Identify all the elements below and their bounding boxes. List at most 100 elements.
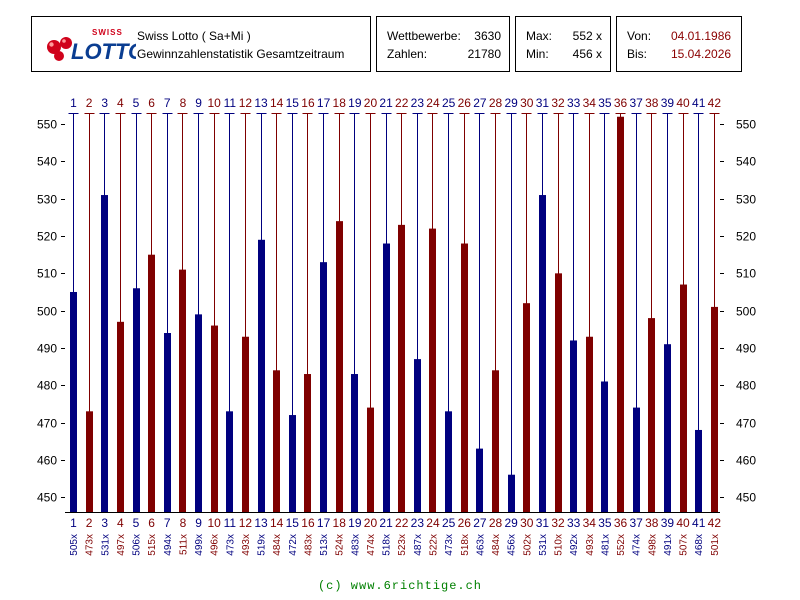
- y-tick-label-left: 540: [37, 155, 57, 169]
- bottom-number-label: 5: [133, 516, 140, 530]
- title-box: SWISS LOTTO Swiss Lotto ( Sa+Mi ) Gewinn…: [31, 16, 371, 72]
- top-number-label: 38: [645, 96, 659, 110]
- bottom-number-label: 27: [473, 516, 487, 530]
- chart-subtitle: Gewinnzahlenstatistik Gesamtzeitraum: [137, 47, 345, 61]
- bar-number-2: [86, 411, 93, 512]
- bottom-number-label: 23: [411, 516, 425, 530]
- count-label: 481x: [600, 534, 611, 556]
- bottom-number-label: 39: [661, 516, 675, 530]
- count-label: 487x: [413, 534, 424, 556]
- count-label: 513x: [319, 534, 330, 556]
- top-number-label: 6: [148, 96, 155, 110]
- y-tick-label-right: 450: [736, 491, 756, 505]
- from-value: 04.01.1986: [671, 29, 732, 43]
- bar-number-14: [273, 370, 280, 512]
- bottom-number-label: 33: [567, 516, 581, 530]
- bar-number-38: [648, 318, 655, 512]
- count-label: 501x: [710, 534, 721, 556]
- y-tick-label-right: 510: [736, 267, 756, 281]
- bar-number-21: [383, 243, 390, 512]
- top-number-label: 1: [70, 96, 77, 110]
- count-label: 484x: [272, 534, 283, 556]
- bottom-number-label: 29: [504, 516, 518, 530]
- count-label: 474x: [632, 534, 643, 556]
- top-number-label: 14: [270, 96, 284, 110]
- bar-number-40: [680, 284, 687, 512]
- max-label: Max:: [526, 29, 553, 43]
- bar-number-25: [445, 411, 452, 512]
- top-number-label: 42: [708, 96, 722, 110]
- bottom-number-label: 22: [395, 516, 409, 530]
- to-label: Bis:: [627, 47, 648, 61]
- bar-number-22: [398, 224, 405, 513]
- bottom-number-label: 1: [70, 516, 77, 530]
- top-number-label: 24: [426, 96, 440, 110]
- top-number-label: 4: [117, 96, 124, 110]
- max-value: 552 x: [572, 29, 602, 43]
- bar-number-9: [195, 314, 202, 512]
- bottom-number-label: 8: [180, 516, 187, 530]
- bar-number-11: [226, 411, 233, 512]
- y-tick-label-left: 500: [37, 305, 57, 319]
- count-label: 498x: [647, 534, 658, 556]
- top-number-label: 9: [195, 96, 202, 110]
- top-number-label: 16: [301, 96, 315, 110]
- count-label: 496x: [210, 534, 221, 556]
- count-label: 515x: [147, 534, 158, 556]
- bar-number-3: [101, 195, 108, 512]
- bar-number-42: [711, 306, 718, 512]
- bar-number-32: [555, 273, 562, 512]
- bar-number-13: [258, 239, 265, 513]
- count-label: 510x: [554, 534, 565, 556]
- bottom-number-label: 16: [301, 516, 315, 530]
- top-number-label: 22: [395, 96, 409, 110]
- y-tick-label-right: 530: [736, 193, 756, 207]
- competitions-label: Wettbewerbe:: [387, 29, 461, 43]
- bar-number-4: [117, 321, 124, 512]
- bar-number-8: [179, 269, 186, 512]
- y-tick-label-right: 490: [736, 342, 756, 356]
- bar-number-27: [476, 448, 483, 512]
- count-label: 474x: [366, 534, 377, 556]
- top-number-label: 19: [348, 96, 362, 110]
- bottom-number-label: 4: [117, 516, 124, 530]
- bar-number-26: [461, 243, 468, 512]
- top-number-label: 29: [504, 96, 518, 110]
- bottom-number-label: 17: [317, 516, 331, 530]
- bar-number-10: [211, 325, 218, 512]
- bar-number-31: [539, 195, 546, 512]
- top-number-label: 10: [207, 96, 221, 110]
- bottom-number-label: 12: [239, 516, 253, 530]
- top-number-label: 11: [224, 96, 237, 110]
- top-number-label: 3: [101, 96, 108, 110]
- y-tick-label-left: 530: [37, 193, 57, 207]
- bar-number-37: [633, 407, 640, 512]
- y-tick-label-right: 500: [736, 305, 756, 319]
- count-label: 497x: [116, 534, 127, 556]
- y-tick-label-left: 550: [37, 118, 57, 132]
- top-number-label: 28: [489, 96, 503, 110]
- count-label: 507x: [679, 534, 690, 556]
- top-number-label: 37: [630, 96, 644, 110]
- competitions-value: 3630: [474, 29, 501, 43]
- top-number-label: 34: [583, 96, 597, 110]
- bottom-number-label: 25: [442, 516, 456, 530]
- y-tick-label-left: 480: [37, 379, 57, 393]
- bar-number-39: [664, 344, 671, 512]
- top-number-label: 33: [567, 96, 581, 110]
- dates-box: Von: 04.01.1986 Bis: 15.04.2026: [616, 16, 742, 72]
- top-number-label: 20: [364, 96, 378, 110]
- bar-number-33: [570, 340, 577, 512]
- swiss-lotto-logo: SWISS LOTTO: [47, 28, 136, 63]
- y-tick-label-right: 460: [736, 454, 756, 468]
- bar-number-24: [429, 228, 436, 512]
- stats-box: Wettbewerbe: 3630 Zahlen: 21780: [376, 16, 510, 72]
- count-label: 531x: [538, 534, 549, 556]
- bottom-number-label: 3: [101, 516, 108, 530]
- bottom-number-label: 9: [195, 516, 202, 530]
- bottom-number-label: 13: [254, 516, 268, 530]
- count-label: 484x: [491, 534, 502, 556]
- numbers-label: Zahlen:: [387, 47, 428, 61]
- count-label: 472x: [288, 534, 299, 556]
- bottom-number-label: 6: [148, 516, 155, 530]
